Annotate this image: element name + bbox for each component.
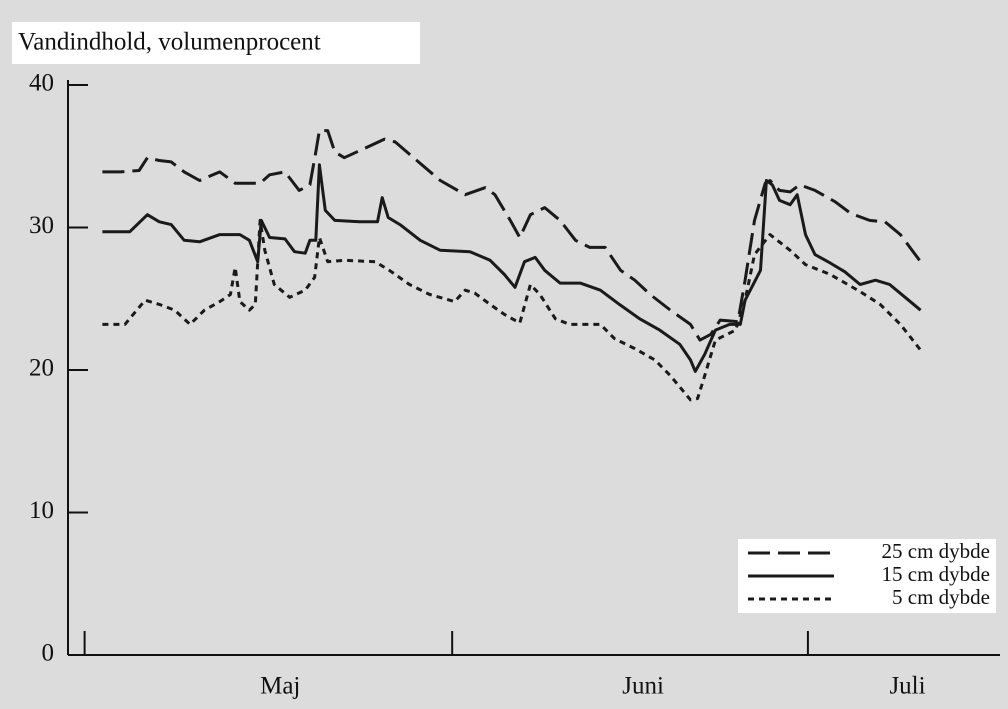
data-line <box>102 218 922 402</box>
data-line <box>102 163 922 373</box>
data-line <box>102 129 922 342</box>
chart-title: Vandindhold, volumenprocent <box>18 29 321 56</box>
y-tick-label: 0 <box>42 640 55 667</box>
y-tick-label: 20 <box>29 355 54 382</box>
legend-label: 15 cm dybde <box>882 562 990 586</box>
y-tick-label: 30 <box>29 212 54 239</box>
y-tick-label: 40 <box>29 70 54 97</box>
title-box <box>12 22 420 64</box>
x-label: Juli <box>889 673 925 700</box>
legend-label: 25 cm dybde <box>882 539 990 563</box>
legend-label: 5 cm dybde <box>892 585 990 609</box>
x-label: Juni <box>622 673 664 700</box>
x-label: Maj <box>260 673 300 700</box>
y-tick-label: 10 <box>29 497 54 524</box>
